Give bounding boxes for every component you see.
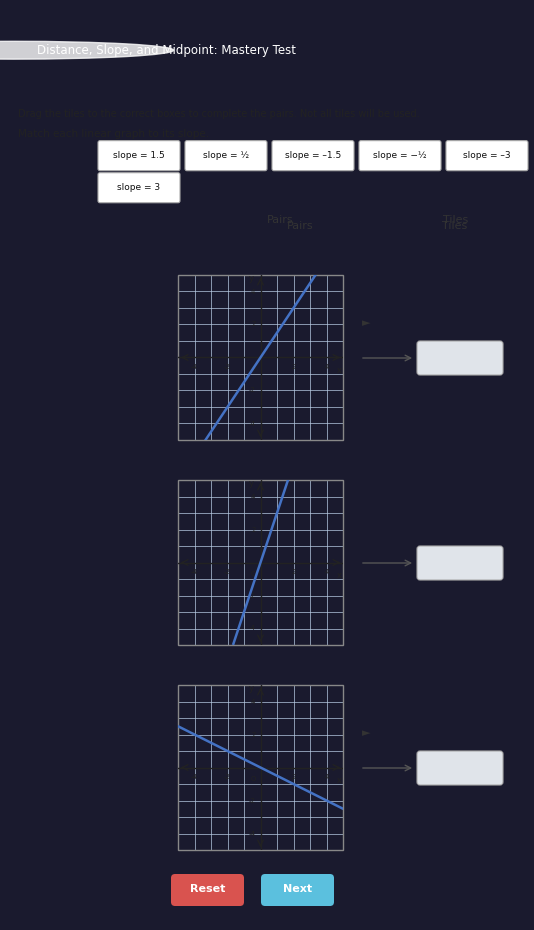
FancyBboxPatch shape — [261, 874, 334, 906]
Text: slope = 1.5: slope = 1.5 — [113, 152, 165, 160]
Text: 2: 2 — [292, 365, 296, 370]
Text: slope = −½: slope = −½ — [373, 152, 427, 160]
Text: slope = ½: slope = ½ — [203, 152, 249, 160]
FancyBboxPatch shape — [417, 546, 503, 580]
FancyBboxPatch shape — [417, 751, 503, 785]
Text: -2: -2 — [224, 774, 231, 780]
Text: slope = 3: slope = 3 — [117, 183, 161, 193]
Text: Tiles: Tiles — [442, 220, 468, 231]
Text: 4: 4 — [251, 494, 256, 499]
Text: 2: 2 — [292, 569, 296, 575]
Text: -2: -2 — [249, 388, 256, 393]
Text: Reset: Reset — [190, 884, 225, 894]
Text: 4: 4 — [251, 288, 256, 295]
Text: Next: Next — [283, 884, 312, 894]
Text: O: O — [250, 571, 256, 577]
Text: 4: 4 — [251, 698, 256, 705]
Text: y: y — [249, 273, 254, 283]
Text: 2: 2 — [292, 774, 296, 780]
Text: 2: 2 — [251, 732, 256, 737]
Text: -2: -2 — [249, 798, 256, 804]
Text: x: x — [337, 571, 342, 579]
FancyBboxPatch shape — [446, 140, 528, 171]
Text: -4: -4 — [249, 626, 256, 631]
Text: -4: -4 — [191, 569, 198, 575]
Text: x: x — [337, 365, 342, 375]
FancyBboxPatch shape — [359, 140, 441, 171]
Text: slope = –3: slope = –3 — [463, 152, 511, 160]
Text: Drag the tiles to the correct boxes to complete the pairs. Not all tiles will be: Drag the tiles to the correct boxes to c… — [18, 109, 420, 119]
Text: 2: 2 — [251, 526, 256, 533]
Text: Match each linear graph to its slope.: Match each linear graph to its slope. — [18, 128, 209, 139]
Text: 4: 4 — [324, 569, 329, 575]
Text: 4: 4 — [324, 365, 329, 370]
Text: -2: -2 — [224, 569, 231, 575]
FancyBboxPatch shape — [185, 140, 267, 171]
Text: y: y — [249, 479, 254, 488]
Text: Pairs: Pairs — [266, 215, 293, 225]
FancyBboxPatch shape — [98, 140, 180, 171]
Text: 2: 2 — [251, 322, 256, 327]
FancyBboxPatch shape — [98, 173, 180, 203]
Text: -4: -4 — [191, 774, 198, 780]
Text: -2: -2 — [224, 365, 231, 370]
Text: -4: -4 — [249, 420, 256, 427]
Text: O: O — [250, 776, 256, 782]
Text: Tiles: Tiles — [443, 215, 469, 225]
Text: ►: ► — [362, 318, 371, 328]
Text: x: x — [337, 776, 342, 785]
Text: -4: -4 — [191, 365, 198, 370]
Text: O: O — [250, 365, 256, 372]
FancyBboxPatch shape — [171, 874, 244, 906]
Text: y: y — [249, 684, 254, 693]
Text: Distance, Slope, and Midpoint: Mastery Test: Distance, Slope, and Midpoint: Mastery T… — [37, 44, 296, 57]
FancyBboxPatch shape — [417, 341, 503, 375]
Text: slope = –1.5: slope = –1.5 — [285, 152, 341, 160]
Text: Pairs: Pairs — [287, 220, 313, 231]
Text: 4: 4 — [324, 774, 329, 780]
FancyBboxPatch shape — [272, 140, 354, 171]
Circle shape — [0, 41, 174, 60]
Text: -2: -2 — [249, 592, 256, 599]
Text: ►: ► — [362, 728, 371, 738]
Text: -4: -4 — [249, 830, 256, 836]
